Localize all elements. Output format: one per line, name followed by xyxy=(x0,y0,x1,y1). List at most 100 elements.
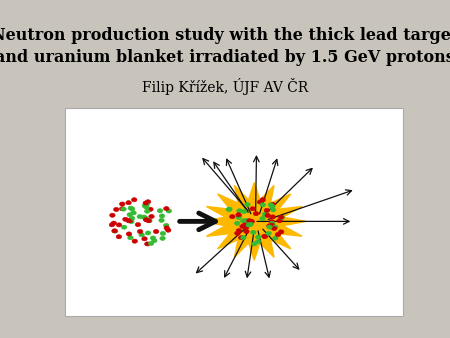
Circle shape xyxy=(111,221,117,225)
Circle shape xyxy=(279,215,284,219)
Circle shape xyxy=(152,239,157,243)
Circle shape xyxy=(226,208,231,212)
Circle shape xyxy=(237,214,242,218)
Circle shape xyxy=(253,212,259,216)
Circle shape xyxy=(145,200,151,204)
Circle shape xyxy=(236,213,241,217)
Circle shape xyxy=(164,226,170,230)
Circle shape xyxy=(127,218,133,222)
Circle shape xyxy=(109,223,115,227)
Circle shape xyxy=(230,215,235,219)
Circle shape xyxy=(122,225,127,229)
Circle shape xyxy=(260,203,265,207)
Circle shape xyxy=(144,202,149,206)
Circle shape xyxy=(135,222,141,227)
Circle shape xyxy=(270,204,275,209)
Circle shape xyxy=(238,236,244,240)
Polygon shape xyxy=(202,183,306,260)
Circle shape xyxy=(242,223,248,227)
Circle shape xyxy=(116,223,122,227)
Circle shape xyxy=(144,242,150,246)
Circle shape xyxy=(123,217,128,221)
Circle shape xyxy=(146,219,151,223)
Circle shape xyxy=(252,242,257,246)
Circle shape xyxy=(262,234,267,238)
Circle shape xyxy=(234,221,240,225)
Circle shape xyxy=(269,220,274,224)
Circle shape xyxy=(130,207,135,211)
Circle shape xyxy=(267,224,272,228)
Circle shape xyxy=(264,208,270,212)
Circle shape xyxy=(270,215,275,219)
Circle shape xyxy=(257,200,263,204)
Circle shape xyxy=(131,198,137,202)
Circle shape xyxy=(145,231,151,235)
Circle shape xyxy=(273,236,278,240)
Circle shape xyxy=(129,220,134,224)
Circle shape xyxy=(243,225,249,230)
Circle shape xyxy=(126,219,131,223)
Circle shape xyxy=(148,241,154,245)
Circle shape xyxy=(142,237,147,241)
Circle shape xyxy=(113,208,119,212)
Circle shape xyxy=(144,205,149,209)
Circle shape xyxy=(144,209,150,213)
Circle shape xyxy=(271,226,277,231)
Circle shape xyxy=(240,224,245,228)
Circle shape xyxy=(263,212,269,216)
Text: Filip Křížek, ÚJF AV ČR: Filip Křížek, ÚJF AV ČR xyxy=(142,78,308,95)
Circle shape xyxy=(160,232,166,236)
Text: Neutron production study with the thick lead target: Neutron production study with the thick … xyxy=(0,27,450,44)
Circle shape xyxy=(237,209,242,213)
Circle shape xyxy=(132,239,138,243)
Circle shape xyxy=(249,219,255,223)
Circle shape xyxy=(157,209,163,213)
Circle shape xyxy=(120,202,125,206)
Bar xyxy=(65,108,403,316)
Circle shape xyxy=(269,223,274,227)
Circle shape xyxy=(112,229,118,233)
Circle shape xyxy=(245,202,250,207)
Circle shape xyxy=(166,228,171,232)
Circle shape xyxy=(126,201,131,205)
Circle shape xyxy=(266,231,271,236)
Circle shape xyxy=(126,232,132,236)
Circle shape xyxy=(160,236,165,240)
Circle shape xyxy=(255,240,261,244)
Circle shape xyxy=(137,215,143,219)
Circle shape xyxy=(164,207,169,211)
Circle shape xyxy=(250,207,256,211)
Circle shape xyxy=(227,207,232,211)
Circle shape xyxy=(159,218,164,222)
Circle shape xyxy=(277,219,282,223)
Circle shape xyxy=(260,198,265,202)
Circle shape xyxy=(139,233,144,237)
Circle shape xyxy=(128,206,134,210)
Circle shape xyxy=(240,219,246,223)
Circle shape xyxy=(116,235,122,239)
Circle shape xyxy=(110,213,115,217)
Circle shape xyxy=(275,233,281,237)
Circle shape xyxy=(279,215,284,219)
Circle shape xyxy=(242,210,247,214)
Circle shape xyxy=(131,211,136,215)
Circle shape xyxy=(268,203,274,207)
Circle shape xyxy=(244,230,249,234)
Circle shape xyxy=(260,217,265,221)
Circle shape xyxy=(112,229,117,233)
Circle shape xyxy=(143,201,148,205)
Circle shape xyxy=(236,228,242,233)
Circle shape xyxy=(153,230,159,234)
Circle shape xyxy=(137,230,143,234)
Circle shape xyxy=(143,216,148,220)
Circle shape xyxy=(267,225,272,229)
Circle shape xyxy=(127,213,132,217)
Circle shape xyxy=(243,218,249,222)
Circle shape xyxy=(248,222,253,226)
Circle shape xyxy=(270,202,275,207)
Circle shape xyxy=(269,220,274,224)
Circle shape xyxy=(166,209,171,213)
Circle shape xyxy=(247,219,252,223)
Circle shape xyxy=(150,236,156,240)
Circle shape xyxy=(256,235,261,239)
